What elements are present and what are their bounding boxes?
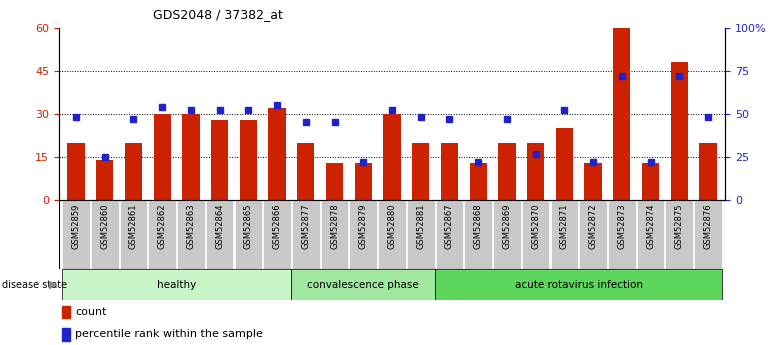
Text: acute rotavirus infection: acute rotavirus infection	[515, 280, 643, 289]
Bar	[297, 142, 314, 200]
FancyBboxPatch shape	[637, 200, 664, 269]
Text: convalescence phase: convalescence phase	[307, 280, 419, 289]
Bar	[670, 62, 688, 200]
Bar	[556, 128, 573, 200]
Bar	[211, 120, 228, 200]
Bar	[499, 142, 516, 200]
Text: GSM52879: GSM52879	[359, 204, 368, 249]
FancyBboxPatch shape	[292, 269, 435, 300]
FancyBboxPatch shape	[435, 269, 722, 300]
Bar	[584, 163, 601, 200]
FancyBboxPatch shape	[378, 200, 406, 269]
Bar	[326, 163, 343, 200]
Bar	[62, 328, 71, 341]
Text: GSM52881: GSM52881	[416, 204, 425, 249]
Text: GSM52871: GSM52871	[560, 204, 569, 249]
FancyBboxPatch shape	[493, 200, 521, 269]
Bar	[412, 142, 430, 200]
Bar	[96, 160, 114, 200]
Bar	[67, 142, 85, 200]
FancyBboxPatch shape	[148, 200, 176, 269]
FancyBboxPatch shape	[263, 200, 291, 269]
Text: healthy: healthy	[157, 280, 196, 289]
FancyBboxPatch shape	[407, 200, 434, 269]
Text: GSM52865: GSM52865	[244, 204, 253, 249]
FancyBboxPatch shape	[522, 200, 550, 269]
Text: GSM52862: GSM52862	[158, 204, 167, 249]
Text: GSM52863: GSM52863	[187, 204, 195, 249]
FancyBboxPatch shape	[608, 200, 636, 269]
Text: GSM52873: GSM52873	[617, 204, 626, 249]
FancyBboxPatch shape	[62, 200, 90, 269]
Text: GSM52878: GSM52878	[330, 204, 339, 249]
Bar	[62, 306, 71, 318]
Bar	[125, 142, 142, 200]
Bar	[154, 114, 171, 200]
Bar	[183, 114, 200, 200]
FancyBboxPatch shape	[579, 200, 607, 269]
FancyBboxPatch shape	[550, 200, 578, 269]
Bar	[613, 28, 630, 200]
Text: GSM52868: GSM52868	[474, 204, 483, 249]
Bar	[354, 163, 372, 200]
Bar	[527, 142, 544, 200]
Bar	[441, 142, 458, 200]
Text: GSM52869: GSM52869	[503, 204, 511, 249]
Text: GSM52876: GSM52876	[703, 204, 713, 249]
Bar	[470, 163, 487, 200]
Text: GSM52860: GSM52860	[100, 204, 109, 249]
FancyBboxPatch shape	[62, 269, 292, 300]
Text: GSM52880: GSM52880	[387, 204, 397, 249]
FancyBboxPatch shape	[321, 200, 348, 269]
Text: GSM52859: GSM52859	[71, 204, 81, 249]
Text: GSM52875: GSM52875	[675, 204, 684, 249]
Text: GSM52872: GSM52872	[589, 204, 597, 249]
Text: GSM52870: GSM52870	[531, 204, 540, 249]
FancyBboxPatch shape	[177, 200, 205, 269]
Text: GSM52861: GSM52861	[129, 204, 138, 249]
Text: disease state: disease state	[2, 280, 67, 289]
Text: count: count	[75, 307, 107, 317]
FancyBboxPatch shape	[234, 200, 262, 269]
Bar	[268, 108, 285, 200]
Text: GSM52866: GSM52866	[273, 204, 281, 249]
FancyBboxPatch shape	[436, 200, 463, 269]
Bar	[240, 120, 257, 200]
FancyBboxPatch shape	[350, 200, 377, 269]
Text: GSM52864: GSM52864	[215, 204, 224, 249]
Bar	[699, 142, 717, 200]
FancyBboxPatch shape	[666, 200, 693, 269]
FancyBboxPatch shape	[120, 200, 147, 269]
Bar	[642, 163, 659, 200]
Text: GSM52874: GSM52874	[646, 204, 655, 249]
Text: GSM52867: GSM52867	[445, 204, 454, 249]
Text: percentile rank within the sample: percentile rank within the sample	[75, 329, 263, 339]
FancyBboxPatch shape	[694, 200, 722, 269]
FancyBboxPatch shape	[91, 200, 118, 269]
Text: ▶: ▶	[49, 280, 58, 289]
Bar	[383, 114, 401, 200]
Text: GSM52877: GSM52877	[301, 204, 310, 249]
FancyBboxPatch shape	[206, 200, 234, 269]
FancyBboxPatch shape	[464, 200, 492, 269]
Text: GDS2048 / 37382_at: GDS2048 / 37382_at	[153, 8, 283, 21]
FancyBboxPatch shape	[292, 200, 320, 269]
